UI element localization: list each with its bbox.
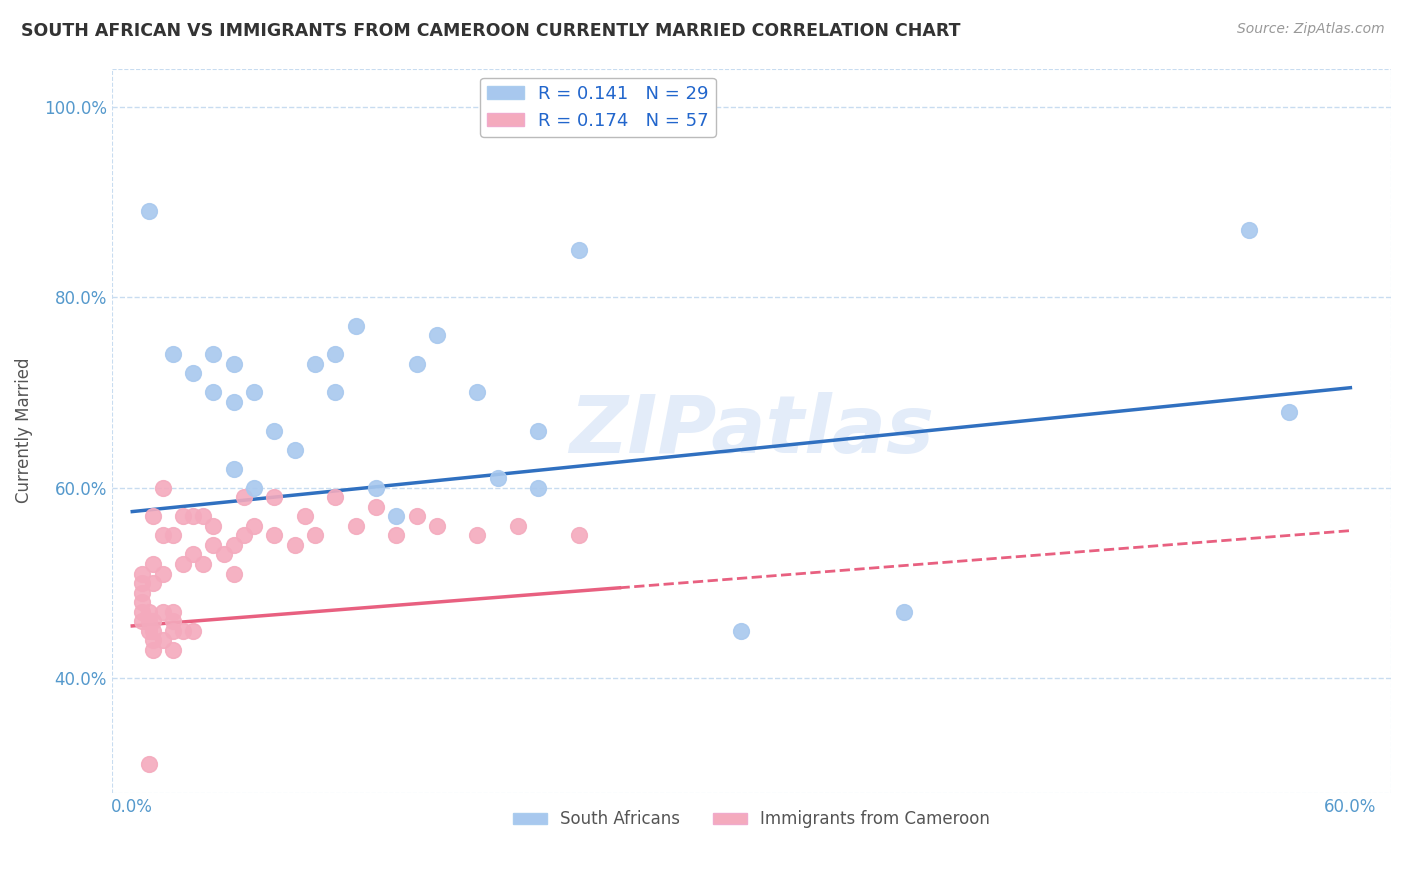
Point bbox=[243, 519, 266, 533]
Point bbox=[181, 548, 204, 562]
Point bbox=[202, 538, 225, 552]
Point bbox=[304, 357, 326, 371]
Point bbox=[172, 624, 194, 638]
Point bbox=[232, 490, 254, 504]
Point bbox=[284, 538, 307, 552]
Point bbox=[131, 576, 153, 591]
Point bbox=[405, 509, 427, 524]
Point bbox=[222, 461, 245, 475]
Legend: South Africans, Immigrants from Cameroon: South Africans, Immigrants from Cameroon bbox=[506, 804, 997, 835]
Point bbox=[152, 566, 174, 581]
Point bbox=[131, 585, 153, 599]
Point bbox=[467, 528, 489, 542]
Point bbox=[232, 528, 254, 542]
Point bbox=[385, 509, 408, 524]
Point bbox=[138, 614, 160, 628]
Point bbox=[222, 538, 245, 552]
Point bbox=[162, 614, 184, 628]
Point bbox=[405, 357, 427, 371]
Point bbox=[527, 424, 550, 438]
Point bbox=[181, 624, 204, 638]
Point bbox=[222, 395, 245, 409]
Point bbox=[323, 490, 346, 504]
Point bbox=[202, 519, 225, 533]
Point bbox=[304, 528, 326, 542]
Point bbox=[131, 614, 153, 628]
Point bbox=[142, 576, 165, 591]
Point bbox=[426, 519, 449, 533]
Point bbox=[344, 318, 367, 333]
Text: SOUTH AFRICAN VS IMMIGRANTS FROM CAMEROON CURRENTLY MARRIED CORRELATION CHART: SOUTH AFRICAN VS IMMIGRANTS FROM CAMEROO… bbox=[21, 22, 960, 40]
Text: Source: ZipAtlas.com: Source: ZipAtlas.com bbox=[1237, 22, 1385, 37]
Point bbox=[131, 566, 153, 581]
Point bbox=[138, 204, 160, 219]
Point bbox=[181, 509, 204, 524]
Point bbox=[486, 471, 509, 485]
Point bbox=[527, 481, 550, 495]
Point bbox=[152, 605, 174, 619]
Point bbox=[263, 528, 285, 542]
Point bbox=[212, 548, 235, 562]
Point bbox=[893, 605, 915, 619]
Point bbox=[193, 557, 215, 571]
Point bbox=[142, 633, 165, 648]
Point bbox=[142, 557, 165, 571]
Point bbox=[162, 605, 184, 619]
Text: ZIPatlas: ZIPatlas bbox=[569, 392, 934, 469]
Point bbox=[162, 642, 184, 657]
Point bbox=[162, 347, 184, 361]
Point bbox=[142, 624, 165, 638]
Point bbox=[142, 642, 165, 657]
Point bbox=[344, 519, 367, 533]
Point bbox=[181, 367, 204, 381]
Point bbox=[467, 385, 489, 400]
Point bbox=[138, 757, 160, 772]
Point bbox=[138, 624, 160, 638]
Point bbox=[284, 442, 307, 457]
Point bbox=[323, 385, 346, 400]
Point bbox=[162, 528, 184, 542]
Point bbox=[152, 633, 174, 648]
Point bbox=[506, 519, 529, 533]
Point bbox=[193, 509, 215, 524]
Y-axis label: Currently Married: Currently Married bbox=[15, 358, 32, 503]
Point bbox=[364, 481, 387, 495]
Point bbox=[131, 595, 153, 609]
Point bbox=[202, 385, 225, 400]
Point bbox=[172, 557, 194, 571]
Point bbox=[162, 624, 184, 638]
Point bbox=[202, 347, 225, 361]
Point bbox=[172, 509, 194, 524]
Point bbox=[426, 328, 449, 343]
Point bbox=[222, 357, 245, 371]
Point bbox=[142, 614, 165, 628]
Point bbox=[294, 509, 316, 524]
Point bbox=[138, 605, 160, 619]
Point bbox=[243, 385, 266, 400]
Point bbox=[730, 624, 752, 638]
Point bbox=[263, 424, 285, 438]
Point bbox=[131, 605, 153, 619]
Point bbox=[364, 500, 387, 514]
Point bbox=[568, 528, 591, 542]
Point bbox=[323, 347, 346, 361]
Point bbox=[222, 566, 245, 581]
Point bbox=[568, 243, 591, 257]
Point bbox=[152, 528, 174, 542]
Point bbox=[142, 509, 165, 524]
Point bbox=[152, 481, 174, 495]
Point bbox=[1237, 223, 1260, 237]
Point bbox=[1278, 404, 1301, 418]
Point bbox=[263, 490, 285, 504]
Point bbox=[243, 481, 266, 495]
Point bbox=[385, 528, 408, 542]
